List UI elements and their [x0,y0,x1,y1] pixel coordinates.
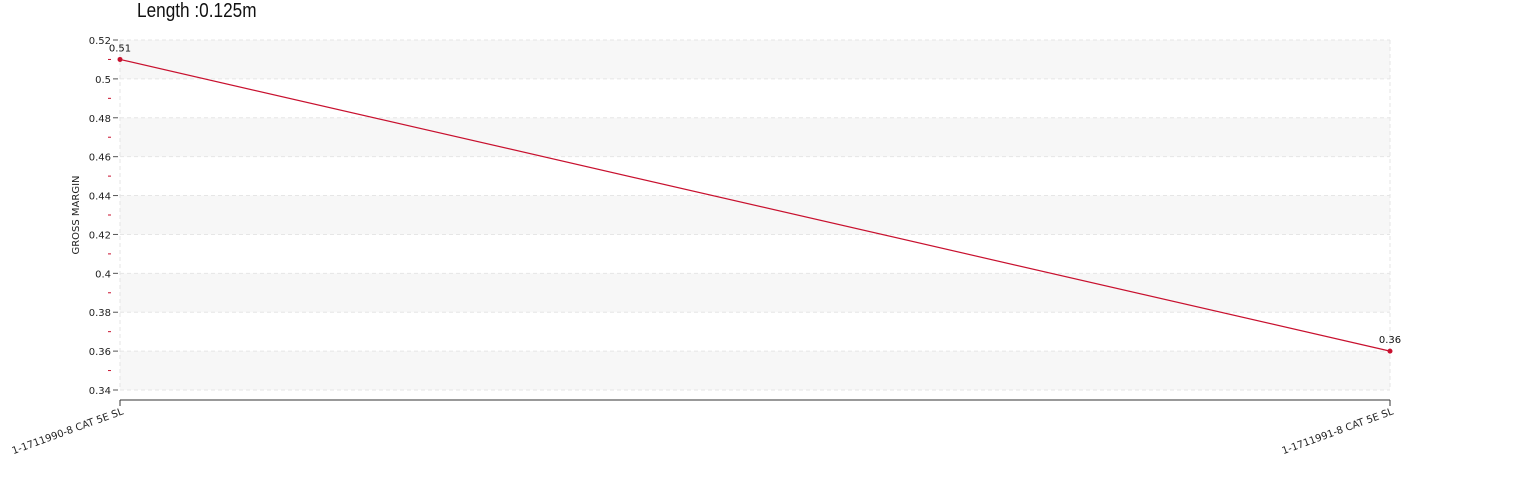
data-label: 0.36 [1379,335,1401,346]
y-tick-label: 0.42 [89,230,111,241]
data-point [117,56,123,62]
y-tick-label: 0.38 [89,308,111,319]
x-tick-label: 1-1711991-8 CAT 5E SL [1281,406,1396,457]
y-axis-title: GROSS MARGIN [71,175,82,254]
y-axis-ticks: 0.34 0.36 0.38 0.4 0.42 0.44 0.46 0.48 0.5 0.52 [89,36,118,397]
y-tick-label: 0.34 [89,386,111,397]
y-tick-label: 0.52 [89,36,111,47]
y-tick-label: 0.44 [89,192,111,203]
y-tick-label: 0.4 [95,269,111,280]
grid-band [120,117,1390,157]
series-line [119,58,1391,352]
y-tick-label: 0.48 [89,114,111,125]
x-axis-ticks: 1-1711990-8 CAT 5E SL 1-1711991-8 CAT 5E … [11,400,1396,457]
y-tick-label: 0.5 [95,75,111,86]
data-point [1387,348,1393,354]
series-layer: 0.51 0.36 [109,43,1401,354]
x-tick-label: 1-1711990-8 CAT 5E SL [11,406,126,457]
grid-band [120,195,1390,235]
y-tick-label: 0.46 [89,153,111,164]
grid-bands [120,40,1390,390]
y-tick-label: 0.36 [89,347,111,358]
grid-band [120,40,1390,79]
chart-title: Length :0.125m [137,0,257,22]
gridlines [119,39,1391,391]
grid-band [120,351,1390,390]
data-label: 0.51 [109,43,131,54]
grid-band [120,273,1390,313]
